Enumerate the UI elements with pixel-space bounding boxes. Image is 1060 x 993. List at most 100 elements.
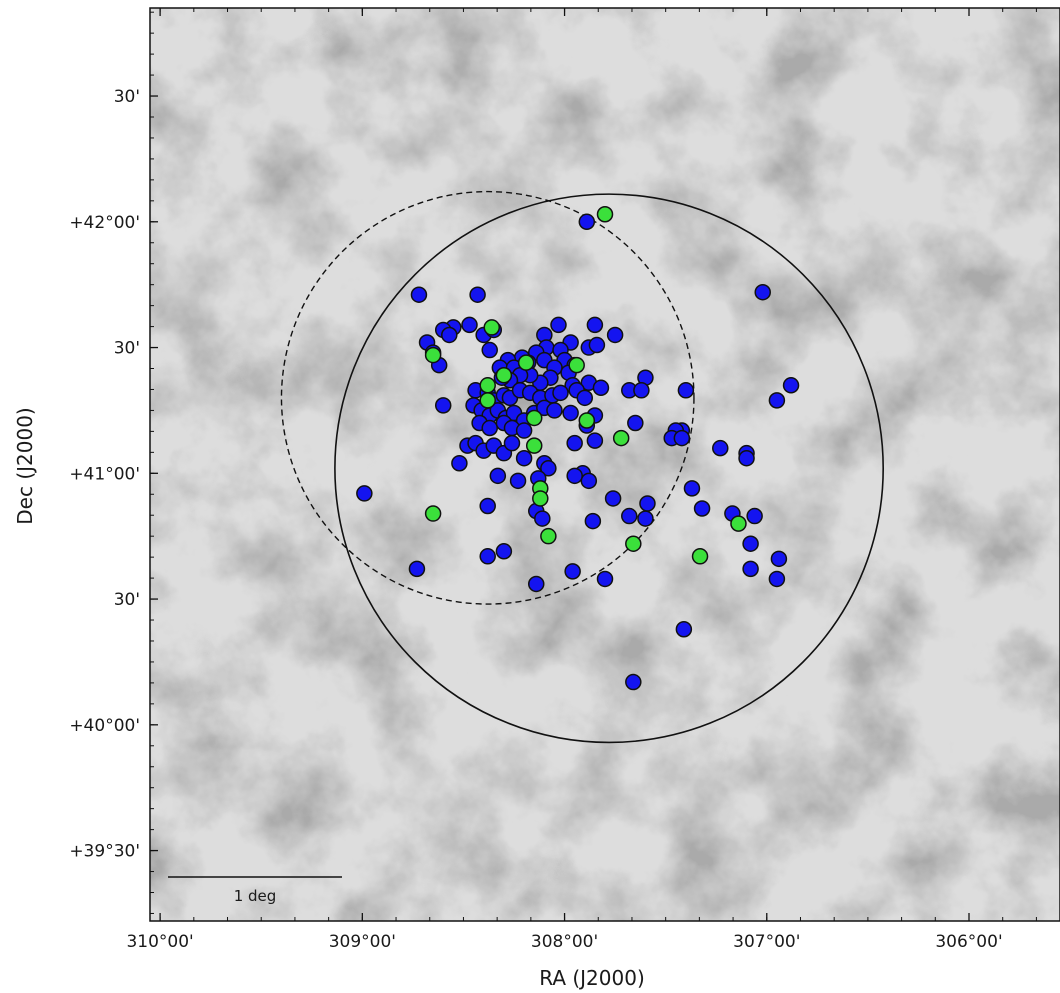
data-point-blue [693, 500, 711, 517]
data-point-green [495, 366, 513, 384]
data-point-blue [683, 480, 701, 497]
x-tick-label: 307°00' [733, 932, 800, 952]
data-point-blue [754, 283, 771, 301]
data-point-blue [768, 392, 786, 409]
data-point-blue [578, 213, 596, 231]
y-tick-label: 30' [114, 339, 140, 359]
data-point-blue [675, 620, 693, 638]
data-point-blue [534, 510, 551, 527]
data-point-blue [515, 449, 533, 467]
y-axis-label: Dec (J2000) [13, 407, 37, 524]
data-point-green [525, 437, 543, 454]
data-point-green [532, 490, 549, 507]
data-point-blue [746, 507, 763, 525]
plot-frame [149, 7, 1060, 922]
data-point-blue [509, 472, 527, 490]
data-point-blue [606, 326, 624, 344]
data-point-blue [742, 560, 759, 578]
data-point-blue [503, 434, 521, 452]
data-point-green [540, 527, 557, 545]
data-point-blue [562, 404, 579, 422]
data-point-blue [586, 316, 604, 334]
x-tick-label: 310°00' [126, 932, 193, 952]
data-point-blue [540, 460, 557, 477]
data-point-green [568, 356, 585, 374]
data-point-blue [441, 326, 458, 344]
data-point-blue [588, 336, 606, 354]
data-point-blue [564, 563, 581, 580]
data-point-blue [592, 379, 610, 397]
data-point-blue [408, 560, 426, 578]
data-point-blue [770, 550, 788, 568]
x-tick-label: 308°00' [531, 932, 598, 952]
data-point-blue [627, 414, 644, 432]
data-point-blue [552, 384, 569, 402]
data-point-blue [566, 467, 583, 485]
data-point-blue [469, 286, 486, 303]
x-tick-label: 309°00' [329, 932, 396, 952]
data-point-blue [596, 570, 614, 588]
scatter-points [356, 205, 800, 691]
data-point-blue [527, 575, 545, 593]
data-point-blue [738, 449, 755, 467]
data-point-blue [479, 548, 496, 565]
data-point-green [517, 354, 535, 371]
axis-ticks: 310°00' 309°00' 308°00' 307°00' 306°00' 30' +4… [69, 8, 1037, 952]
data-point-green [424, 505, 442, 522]
y-tick-label: +41°00' [69, 464, 140, 484]
data-point-blue [576, 389, 594, 407]
data-point-blue [625, 673, 642, 691]
data-point-blue [639, 495, 656, 512]
data-point-blue [782, 377, 800, 394]
data-point-blue [768, 570, 786, 588]
data-point-blue [546, 402, 563, 419]
data-point-blue [356, 485, 373, 502]
data-point-green [730, 515, 747, 532]
y-tick-label: 30' [114, 87, 140, 107]
x-tick-label: 306°00' [935, 932, 1002, 952]
data-point-green [691, 548, 709, 565]
data-point-blue [673, 429, 691, 447]
y-tick-label: +40°00' [69, 716, 140, 736]
data-point-green [625, 535, 642, 552]
region-circles [280, 190, 884, 744]
data-point-blue [637, 510, 654, 527]
data-point-blue [481, 341, 498, 359]
y-tick-label: +39°30' [69, 842, 140, 862]
y-tick-label: +42°00' [69, 213, 140, 233]
data-point-green [596, 205, 614, 223]
data-point-blue [677, 382, 695, 399]
data-point-blue [584, 512, 602, 530]
x-axis-label: RA (J2000) [539, 966, 645, 990]
data-point-green [483, 319, 501, 336]
data-point-blue [479, 497, 496, 515]
data-point-green [525, 409, 543, 427]
data-point-blue [495, 543, 513, 560]
data-point-blue [489, 467, 507, 485]
data-point-green [479, 377, 496, 394]
data-point-blue [712, 439, 729, 457]
data-point-blue [586, 432, 604, 449]
data-point-blue [434, 397, 452, 414]
data-point-green [612, 429, 630, 447]
solid-region-circle [334, 193, 884, 744]
data-point-blue [451, 454, 468, 472]
data-point-blue [550, 316, 567, 334]
data-point-blue [410, 286, 428, 303]
data-point-green [424, 346, 442, 364]
y-tick-label: 30' [114, 590, 140, 610]
data-point-blue [633, 382, 650, 399]
background-image [150, 8, 1060, 921]
data-point-blue [461, 316, 478, 334]
data-point-green [479, 392, 496, 409]
data-point-blue [580, 472, 598, 490]
data-point-blue [621, 507, 638, 525]
data-point-blue [515, 422, 533, 439]
data-point-blue [604, 490, 622, 507]
scale-bar-label: 1 deg [234, 887, 277, 905]
data-point-blue [742, 535, 759, 552]
data-point-blue [566, 434, 583, 452]
data-point-blue [481, 419, 498, 437]
scale-bar: 1 deg [168, 876, 342, 905]
